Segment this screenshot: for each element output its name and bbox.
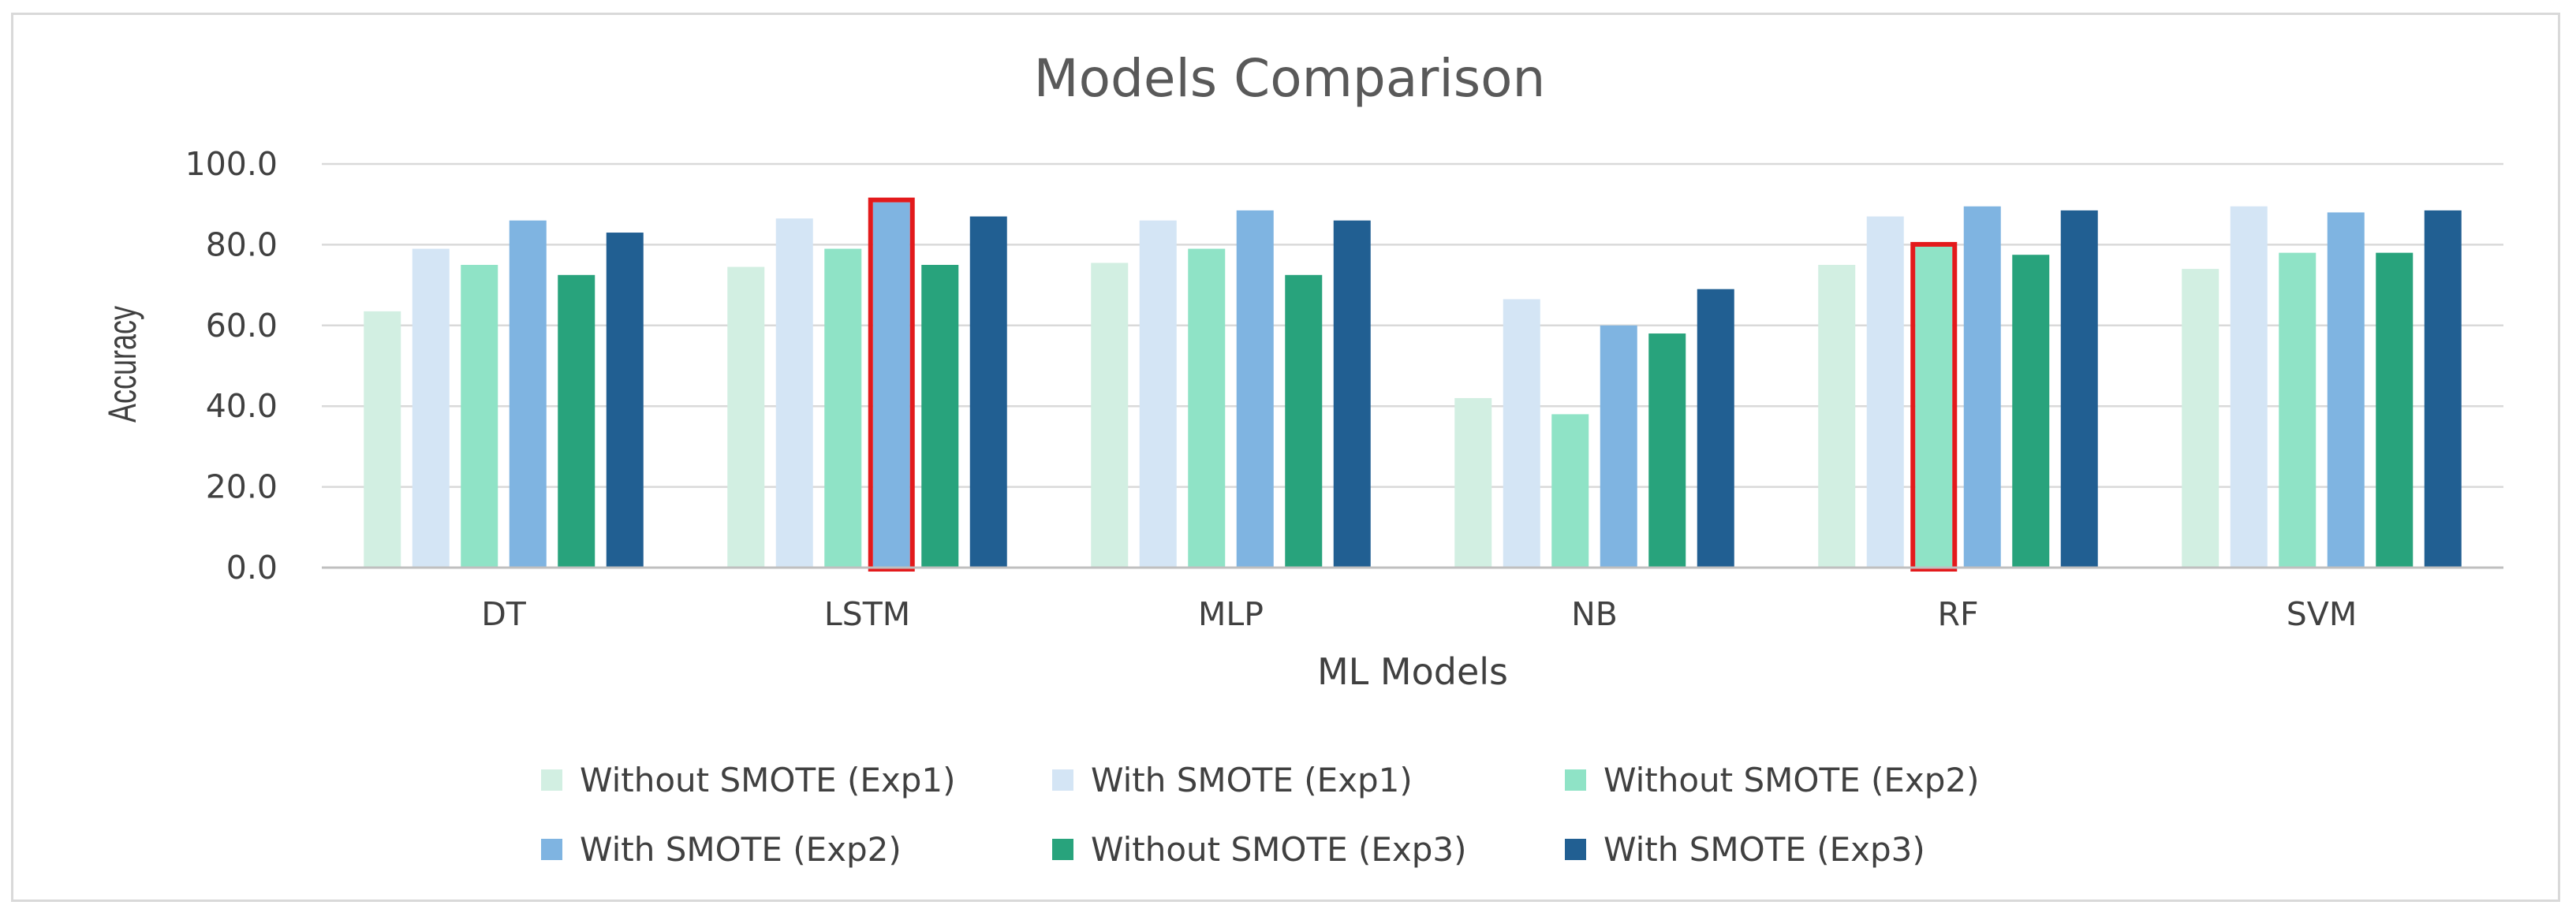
bar-nb-4	[1600, 325, 1637, 568]
bar-rf-5	[2012, 255, 2050, 568]
x-tick-label: SVM	[2287, 595, 2357, 633]
bar-rf-2	[1866, 216, 1904, 568]
legend-swatch	[1565, 839, 1586, 860]
legend-swatch	[1052, 839, 1073, 860]
gridlines	[322, 162, 2503, 488]
x-axis-title: ML Models	[1317, 650, 1508, 693]
bar-lstm-2	[775, 218, 813, 568]
bar-nb-6	[1697, 289, 1734, 568]
y-tick-label: 40.0	[206, 387, 278, 425]
x-tick-label: LSTM	[824, 595, 910, 633]
bar-rf-3	[1915, 246, 1953, 568]
bar-nb-5	[1648, 333, 1686, 568]
bar-lstm-1	[727, 266, 765, 568]
bar-svm-3	[2279, 252, 2317, 568]
legend-swatch	[1052, 769, 1073, 791]
legend-swatch	[1565, 769, 1586, 791]
bar-nb-2	[1503, 299, 1540, 568]
x-tick-label: DT	[481, 595, 527, 633]
legend-label: With SMOTE (Exp3)	[1603, 830, 1925, 869]
bar-mlp-1	[1091, 263, 1129, 568]
bar-mlp-6	[1333, 220, 1371, 568]
y-tick-label: 80.0	[206, 225, 278, 263]
bar-mlp-5	[1285, 274, 1323, 568]
bar-lstm-4	[872, 202, 910, 568]
bars	[364, 202, 2462, 568]
bar-nb-1	[1454, 397, 1492, 568]
highlight-box-rf	[1910, 241, 1958, 572]
legend-label: With SMOTE (Exp1)	[1091, 761, 1413, 799]
bar-svm-6	[2424, 210, 2462, 568]
highlight-box-lstm	[868, 197, 915, 572]
x-tick-label: MLP	[1198, 595, 1264, 633]
bar-dt-4	[509, 220, 547, 568]
bar-mlp-4	[1236, 210, 1274, 568]
bar-rf-6	[2060, 210, 2098, 568]
bar-mlp-2	[1139, 220, 1177, 568]
x-tick-label: NB	[1571, 595, 1618, 633]
bar-dt-3	[461, 265, 498, 568]
y-tick-label: 100.0	[185, 145, 278, 183]
legend-swatch	[541, 839, 562, 860]
y-tick-label: 20.0	[206, 468, 278, 506]
bar-lstm-3	[824, 248, 862, 568]
bar-dt-1	[364, 311, 401, 568]
bar-svm-2	[2230, 206, 2268, 568]
bar-svm-5	[2376, 252, 2414, 568]
bar-nb-3	[1551, 414, 1589, 568]
x-tick-label: RF	[1937, 595, 1978, 633]
legend-label: Without SMOTE (Exp1)	[580, 761, 956, 799]
bar-svm-4	[2327, 212, 2365, 568]
bar-dt-6	[606, 233, 644, 568]
legend-label: Without SMOTE (Exp3)	[1091, 830, 1467, 869]
bar-dt-5	[558, 274, 595, 568]
bar-lstm-5	[921, 265, 959, 568]
y-tick-labels: 0.0 20.0 40.0 60.0 80.0 100.0	[185, 145, 278, 587]
bar-dt-2	[412, 248, 450, 568]
y-axis-title: Accuracy	[101, 306, 144, 423]
bar-svm-1	[2182, 269, 2219, 568]
legend-label: Without SMOTE (Exp2)	[1603, 761, 1980, 799]
bar-lstm-6	[969, 216, 1007, 568]
bar-mlp-3	[1188, 248, 1226, 568]
bar-rf-4	[1963, 206, 2001, 568]
legend: Without SMOTE (Exp1) With SMOTE (Exp1) Wit…	[541, 761, 1980, 869]
x-tick-labels: DT LSTM MLP NB RF SVM	[481, 595, 2357, 633]
y-tick-label: 0.0	[226, 549, 278, 587]
y-tick-label: 60.0	[206, 307, 278, 345]
highlight-boxes	[868, 197, 1958, 572]
legend-swatch	[541, 769, 562, 791]
legend-label: With SMOTE (Exp2)	[580, 830, 902, 869]
bar-rf-1	[1818, 265, 1856, 568]
chart-title: Models Comparison	[1034, 48, 1546, 109]
